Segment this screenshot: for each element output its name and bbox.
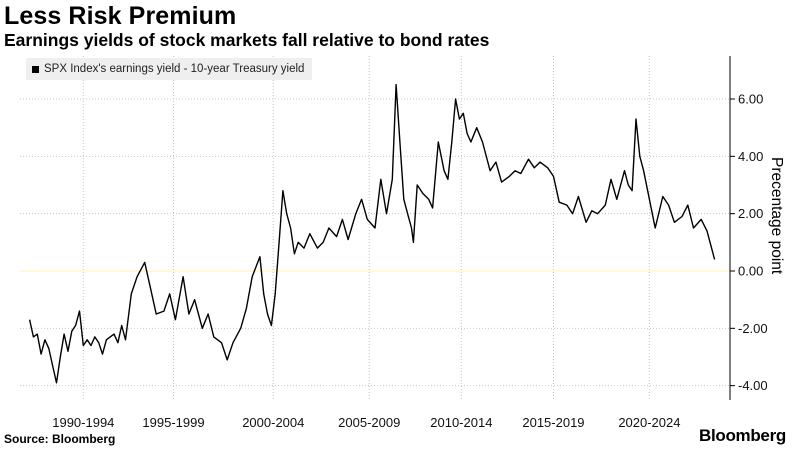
- x-tick-label: 2020-2024: [618, 415, 680, 430]
- x-tick-label: 2015-2019: [522, 415, 584, 430]
- legend-swatch: [32, 65, 39, 73]
- x-tick-label: 2010-2014: [430, 415, 492, 430]
- x-tick-label: 2000-2004: [242, 415, 304, 430]
- legend: SPX Index's earnings yield - 10-year Tre…: [26, 58, 313, 80]
- y-tick-label: 6.00: [738, 92, 763, 107]
- x-tick-label: 2005-2009: [338, 415, 400, 430]
- y-tick-label: 0.00: [738, 264, 763, 279]
- x-tick-label: 1990-1994: [52, 415, 114, 430]
- legend-label: SPX Index's earnings yield - 10-year Tre…: [44, 63, 305, 75]
- y-tick-label: 4.00: [738, 149, 763, 164]
- y-axis-label: Precentage point: [768, 157, 785, 275]
- y-tick-label: 2.00: [738, 206, 763, 221]
- series-line: [28, 84, 716, 384]
- y-tick-label: -4.00: [738, 378, 768, 393]
- y-tick-label: -2.00: [738, 321, 768, 336]
- chart-title: Less Risk Premium: [4, 2, 237, 30]
- x-tick-label: 1995-1999: [142, 415, 204, 430]
- bloomberg-logo: Bloomberg: [698, 426, 786, 445]
- chart-subtitle: Earnings yields of stock markets fall re…: [4, 30, 490, 50]
- source-note: Source: Bloomberg: [4, 432, 116, 446]
